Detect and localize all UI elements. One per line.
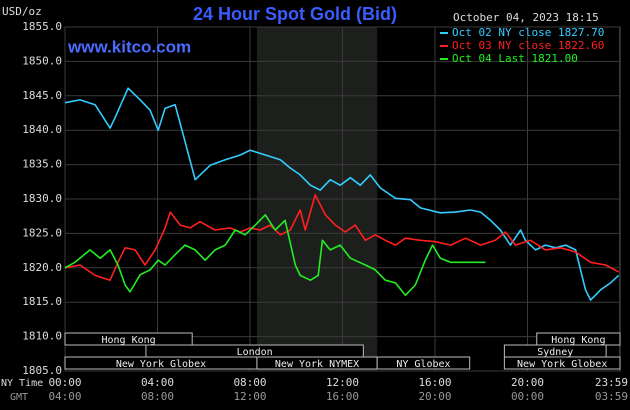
series-line: [64, 194, 619, 281]
session-label: NY Globex: [396, 359, 450, 370]
x-axis-label: NY Time: [1, 378, 43, 389]
y-tick-label: 1850.0: [22, 54, 62, 67]
watermark: www.kitco.com: [67, 37, 191, 56]
session-label: New York NYMEX: [275, 359, 359, 370]
gmt-tick-label: 16:00: [326, 390, 359, 403]
gmt-tick-label: 04:00: [48, 390, 81, 403]
session-label: London: [237, 347, 273, 358]
y-tick-label: 1845.0: [22, 89, 62, 102]
y-tick-label: 1830.0: [22, 192, 62, 205]
legend-label: Oct 04 Last 1821.00: [452, 52, 578, 65]
gmt-tick-label: 00:00: [511, 390, 544, 403]
session-label: Hong Kong: [102, 335, 156, 346]
y-tick-label: 1855.0: [22, 20, 62, 33]
x-tick-label: 08:00: [233, 376, 266, 389]
x-tick-label: 12:00: [326, 376, 359, 389]
y-axis-label: USD/oz: [2, 5, 42, 18]
y-tick-label: 1820.0: [22, 261, 62, 274]
y-tick-label: 1835.0: [22, 158, 62, 171]
x-tick-label: 20:00: [511, 376, 544, 389]
y-tick-label: 1825.0: [22, 226, 62, 239]
y-tick-label: 1815.0: [22, 295, 62, 308]
session-box: [64, 332, 193, 346]
y-tick-label: 1840.0: [22, 123, 62, 136]
x-tick-label: 04:00: [141, 376, 174, 389]
chart-title: 24 Hour Spot Gold (Bid): [193, 4, 397, 24]
y-tick-label: 1810.0: [22, 330, 62, 343]
lines: [64, 87, 620, 301]
gmt-tick-label: 20:00: [418, 390, 451, 403]
x-tick-label: 00:00: [48, 376, 81, 389]
legend-label: Oct 02 NY close 1827.70: [452, 26, 604, 39]
series-line: [64, 214, 486, 297]
labels: 1805.0 1810.0 1815.0 1820.0 1825.0 1830.0 1835…: [22, 20, 628, 403]
series-line: [64, 87, 620, 301]
gmt-tick-label: 03:59: [595, 390, 628, 403]
session-label: New York Globex: [517, 359, 607, 370]
session-label: Sydney: [537, 347, 573, 358]
gmt-tick-label: 08:00: [141, 390, 174, 403]
session-label: Hong Kong: [551, 335, 605, 346]
legend-label: Oct 03 NY close 1822.60: [452, 39, 604, 52]
x2-axis-label: GMT: [10, 392, 28, 403]
session-box: [503, 356, 621, 370]
session-label: New York Globex: [116, 359, 206, 370]
x-tick-label: 23:59: [595, 376, 628, 389]
gmt-tick-label: 12:00: [233, 390, 266, 403]
grid: [64, 26, 621, 372]
timestamp: October 04, 2023 18:15: [453, 11, 599, 24]
y-tick-label: 1805.0: [22, 364, 62, 377]
x-tick-label: 16:00: [418, 376, 451, 389]
session-box: [376, 356, 471, 370]
